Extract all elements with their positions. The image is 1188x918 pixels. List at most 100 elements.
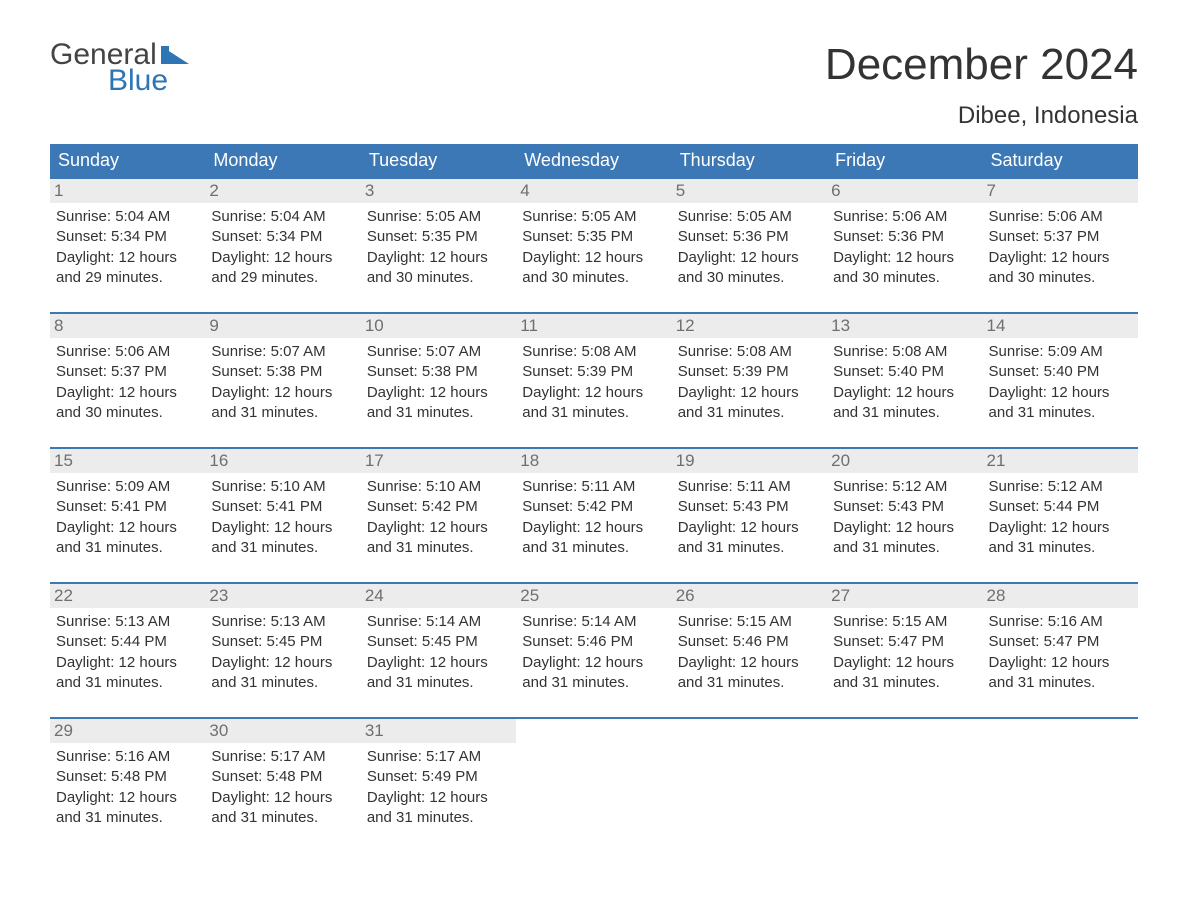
- day-number: 13: [827, 314, 982, 338]
- day-details: Sunrise: 5:06 AMSunset: 5:37 PMDaylight:…: [989, 207, 1132, 288]
- brand-line2: Blue: [50, 66, 189, 96]
- day-details: Sunrise: 5:07 AMSunset: 5:38 PMDaylight:…: [367, 342, 510, 423]
- calendar-day: 8 Sunrise: 5:06 AMSunset: 5:37 PMDaylight…: [50, 314, 205, 427]
- day-number: 25: [516, 584, 671, 608]
- day-details: Sunrise: 5:05 AMSunset: 5:35 PMDaylight:…: [367, 207, 510, 288]
- day-number: 4: [516, 179, 671, 203]
- day-number: 15: [50, 449, 205, 473]
- calendar-day: 17 Sunrise: 5:10 AMSunset: 5:42 PMDayligh…: [361, 449, 516, 562]
- calendar-day: 22Sunrise: 5:13 AMSunset: 5:44 PMDayligh…: [50, 584, 205, 697]
- calendar-day: 16 Sunrise: 5:10 AMSunset: 5:41 PMDayligh…: [205, 449, 360, 562]
- day-details: Sunrise: 5:13 AMSunset: 5:45 PMDaylight:…: [211, 612, 354, 693]
- day-number: 18: [516, 449, 671, 473]
- calendar-day: 19 Sunrise: 5:11 AMSunset: 5:43 PMDayligh…: [672, 449, 827, 562]
- day-details: Sunrise: 5:06 AMSunset: 5:36 PMDaylight:…: [833, 207, 976, 288]
- day-number: 11: [516, 314, 671, 338]
- day-details: Sunrise: 5:17 AMSunset: 5:48 PMDaylight:…: [211, 747, 354, 828]
- day-number: 31: [361, 719, 516, 743]
- weekday-header: Friday: [827, 144, 982, 177]
- calendar-day: 4Sunrise: 5:05 AMSunset: 5:35 PMDaylight…: [516, 179, 671, 292]
- day-number: 29: [50, 719, 205, 743]
- day-details: Sunrise: 5:11 AMSunset: 5:42 PMDaylight:…: [522, 477, 665, 558]
- day-number: 1: [50, 179, 205, 203]
- day-number: 8: [50, 314, 205, 338]
- day-number: 21: [983, 449, 1138, 473]
- calendar-day: 18 Sunrise: 5:11 AMSunset: 5:42 PMDayligh…: [516, 449, 671, 562]
- day-details: Sunrise: 5:16 AMSunset: 5:47 PMDaylight:…: [989, 612, 1132, 693]
- day-details: Sunrise: 5:14 AMSunset: 5:46 PMDaylight:…: [522, 612, 665, 693]
- calendar-day: 11 Sunrise: 5:08 AMSunset: 5:39 PMDayligh…: [516, 314, 671, 427]
- day-number: 23: [205, 584, 360, 608]
- calendar-day: 7 Sunrise: 5:06 AMSunset: 5:37 PMDaylight…: [983, 179, 1138, 292]
- day-number: 9: [205, 314, 360, 338]
- calendar-day: 29 Sunrise: 5:16 AMSunset: 5:48 PMDayligh…: [50, 719, 205, 832]
- day-details: Sunrise: 5:11 AMSunset: 5:43 PMDaylight:…: [678, 477, 821, 558]
- calendar-day: 12 Sunrise: 5:08 AMSunset: 5:39 PMDayligh…: [672, 314, 827, 427]
- brand-logo: General Blue: [50, 40, 189, 96]
- calendar-day: .: [672, 719, 827, 832]
- day-details: Sunrise: 5:08 AMSunset: 5:40 PMDaylight:…: [833, 342, 976, 423]
- day-number: 6: [827, 179, 982, 203]
- day-details: Sunrise: 5:06 AMSunset: 5:37 PMDaylight:…: [56, 342, 199, 423]
- calendar-day: .: [983, 719, 1138, 832]
- calendar-day: 31 Sunrise: 5:17 AMSunset: 5:49 PMDayligh…: [361, 719, 516, 832]
- header: General Blue December 2024: [50, 40, 1138, 96]
- weekday-header: Monday: [205, 144, 360, 177]
- day-number: 7: [983, 179, 1138, 203]
- day-details: Sunrise: 5:07 AMSunset: 5:38 PMDaylight:…: [211, 342, 354, 423]
- page-title: December 2024: [825, 40, 1138, 90]
- day-number: 28: [983, 584, 1138, 608]
- weekday-header-row: SundayMondayTuesdayWednesdayThursdayFrid…: [50, 144, 1138, 177]
- day-details: Sunrise: 5:10 AMSunset: 5:41 PMDaylight:…: [211, 477, 354, 558]
- calendar-day: 26Sunrise: 5:15 AMSunset: 5:46 PMDayligh…: [672, 584, 827, 697]
- day-number: 14: [983, 314, 1138, 338]
- day-number: 30: [205, 719, 360, 743]
- day-details: Sunrise: 5:05 AMSunset: 5:36 PMDaylight:…: [678, 207, 821, 288]
- day-number: 27: [827, 584, 982, 608]
- calendar-day: 20Sunrise: 5:12 AMSunset: 5:43 PMDayligh…: [827, 449, 982, 562]
- day-number: 5: [672, 179, 827, 203]
- day-number: 19: [672, 449, 827, 473]
- day-details: Sunrise: 5:17 AMSunset: 5:49 PMDaylight:…: [367, 747, 510, 828]
- day-details: Sunrise: 5:08 AMSunset: 5:39 PMDaylight:…: [522, 342, 665, 423]
- weekday-header: Wednesday: [516, 144, 671, 177]
- calendar-day: .: [827, 719, 982, 832]
- calendar-week: 1Sunrise: 5:04 AMSunset: 5:34 PMDaylight…: [50, 177, 1138, 292]
- calendar-day: 6 Sunrise: 5:06 AMSunset: 5:36 PMDaylight…: [827, 179, 982, 292]
- day-details: Sunrise: 5:08 AMSunset: 5:39 PMDaylight:…: [678, 342, 821, 423]
- calendar-day: 13 Sunrise: 5:08 AMSunset: 5:40 PMDayligh…: [827, 314, 982, 427]
- weekday-header: Thursday: [672, 144, 827, 177]
- day-number: 12: [672, 314, 827, 338]
- day-details: Sunrise: 5:14 AMSunset: 5:45 PMDaylight:…: [367, 612, 510, 693]
- calendar-week: 29 Sunrise: 5:16 AMSunset: 5:48 PMDayligh…: [50, 717, 1138, 832]
- weekday-header: Tuesday: [361, 144, 516, 177]
- calendar-day: 1 Sunrise: 5:04 AMSunset: 5:34 PMDaylight…: [50, 179, 205, 292]
- day-details: Sunrise: 5:04 AMSunset: 5:34 PMDaylight:…: [56, 207, 199, 288]
- calendar-day: 2 Sunrise: 5:04 AMSunset: 5:34 PMDaylight…: [205, 179, 360, 292]
- weekday-header: Saturday: [983, 144, 1138, 177]
- day-number: 2: [205, 179, 360, 203]
- calendar-day: 21 Sunrise: 5:12 AMSunset: 5:44 PMDayligh…: [983, 449, 1138, 562]
- calendar-day: 5 Sunrise: 5:05 AMSunset: 5:36 PMDaylight…: [672, 179, 827, 292]
- day-number: 17: [361, 449, 516, 473]
- day-number: 26: [672, 584, 827, 608]
- day-details: Sunrise: 5:09 AMSunset: 5:41 PMDaylight:…: [56, 477, 199, 558]
- calendar-day: .: [516, 719, 671, 832]
- calendar-day: 14 Sunrise: 5:09 AMSunset: 5:40 PMDayligh…: [983, 314, 1138, 427]
- calendar-week: 8 Sunrise: 5:06 AMSunset: 5:37 PMDaylight…: [50, 312, 1138, 427]
- day-details: Sunrise: 5:12 AMSunset: 5:44 PMDaylight:…: [989, 477, 1132, 558]
- day-details: Sunrise: 5:12 AMSunset: 5:43 PMDaylight:…: [833, 477, 976, 558]
- day-details: Sunrise: 5:10 AMSunset: 5:42 PMDaylight:…: [367, 477, 510, 558]
- day-details: Sunrise: 5:04 AMSunset: 5:34 PMDaylight:…: [211, 207, 354, 288]
- day-number: 22: [50, 584, 205, 608]
- calendar-day: 23 Sunrise: 5:13 AMSunset: 5:45 PMDayligh…: [205, 584, 360, 697]
- calendar-day: 3Sunrise: 5:05 AMSunset: 5:35 PMDaylight…: [361, 179, 516, 292]
- day-number: 16: [205, 449, 360, 473]
- calendar-day: 15 Sunrise: 5:09 AMSunset: 5:41 PMDayligh…: [50, 449, 205, 562]
- day-details: Sunrise: 5:09 AMSunset: 5:40 PMDaylight:…: [989, 342, 1132, 423]
- location-label: Dibee, Indonesia: [50, 102, 1138, 130]
- day-details: Sunrise: 5:16 AMSunset: 5:48 PMDaylight:…: [56, 747, 199, 828]
- day-details: Sunrise: 5:15 AMSunset: 5:47 PMDaylight:…: [833, 612, 976, 693]
- day-number: 24: [361, 584, 516, 608]
- calendar-day: 24 Sunrise: 5:14 AMSunset: 5:45 PMDayligh…: [361, 584, 516, 697]
